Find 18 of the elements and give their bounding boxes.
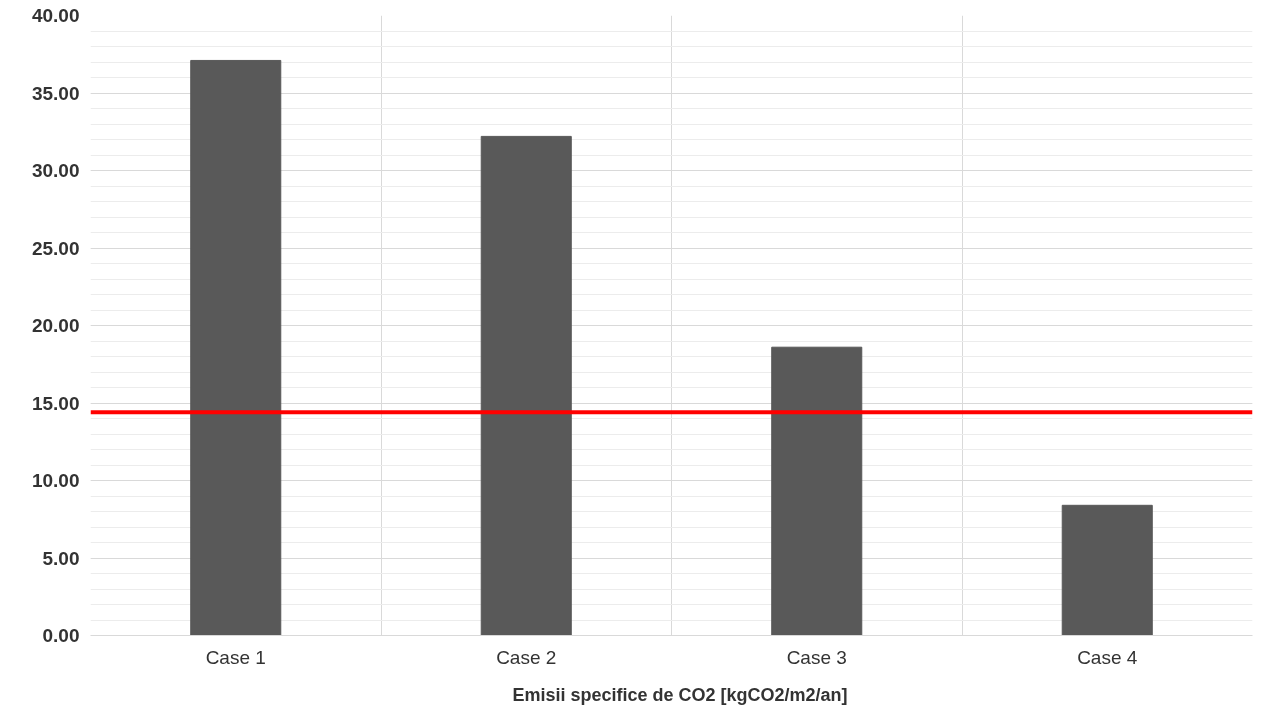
bar xyxy=(480,135,572,636)
y-tick-label: 5.00 xyxy=(42,547,80,569)
y-tick-label: 0.00 xyxy=(42,625,80,646)
x-tick-label: Case 4 xyxy=(1077,646,1138,668)
text: Emisii specifice de CO2 [kgCO2/m2/an] xyxy=(512,684,848,706)
x-tick-label: Case 1 xyxy=(205,646,266,668)
y-tick-label: 40.00 xyxy=(31,5,80,26)
bar xyxy=(190,59,282,636)
y-tick-label: 20.00 xyxy=(31,315,80,336)
y-tick-label: 30.00 xyxy=(31,160,80,181)
y-tick-label: 35.00 xyxy=(31,82,80,104)
x-tick-label: Case 2 xyxy=(496,646,557,668)
bar xyxy=(1061,504,1153,636)
x-tick-label: Case 3 xyxy=(786,646,847,668)
y-tick-label: 25.00 xyxy=(31,237,80,259)
bar xyxy=(771,346,863,636)
y-tick-label: 15.00 xyxy=(31,392,80,414)
y-tick-label: 10.00 xyxy=(31,470,80,491)
